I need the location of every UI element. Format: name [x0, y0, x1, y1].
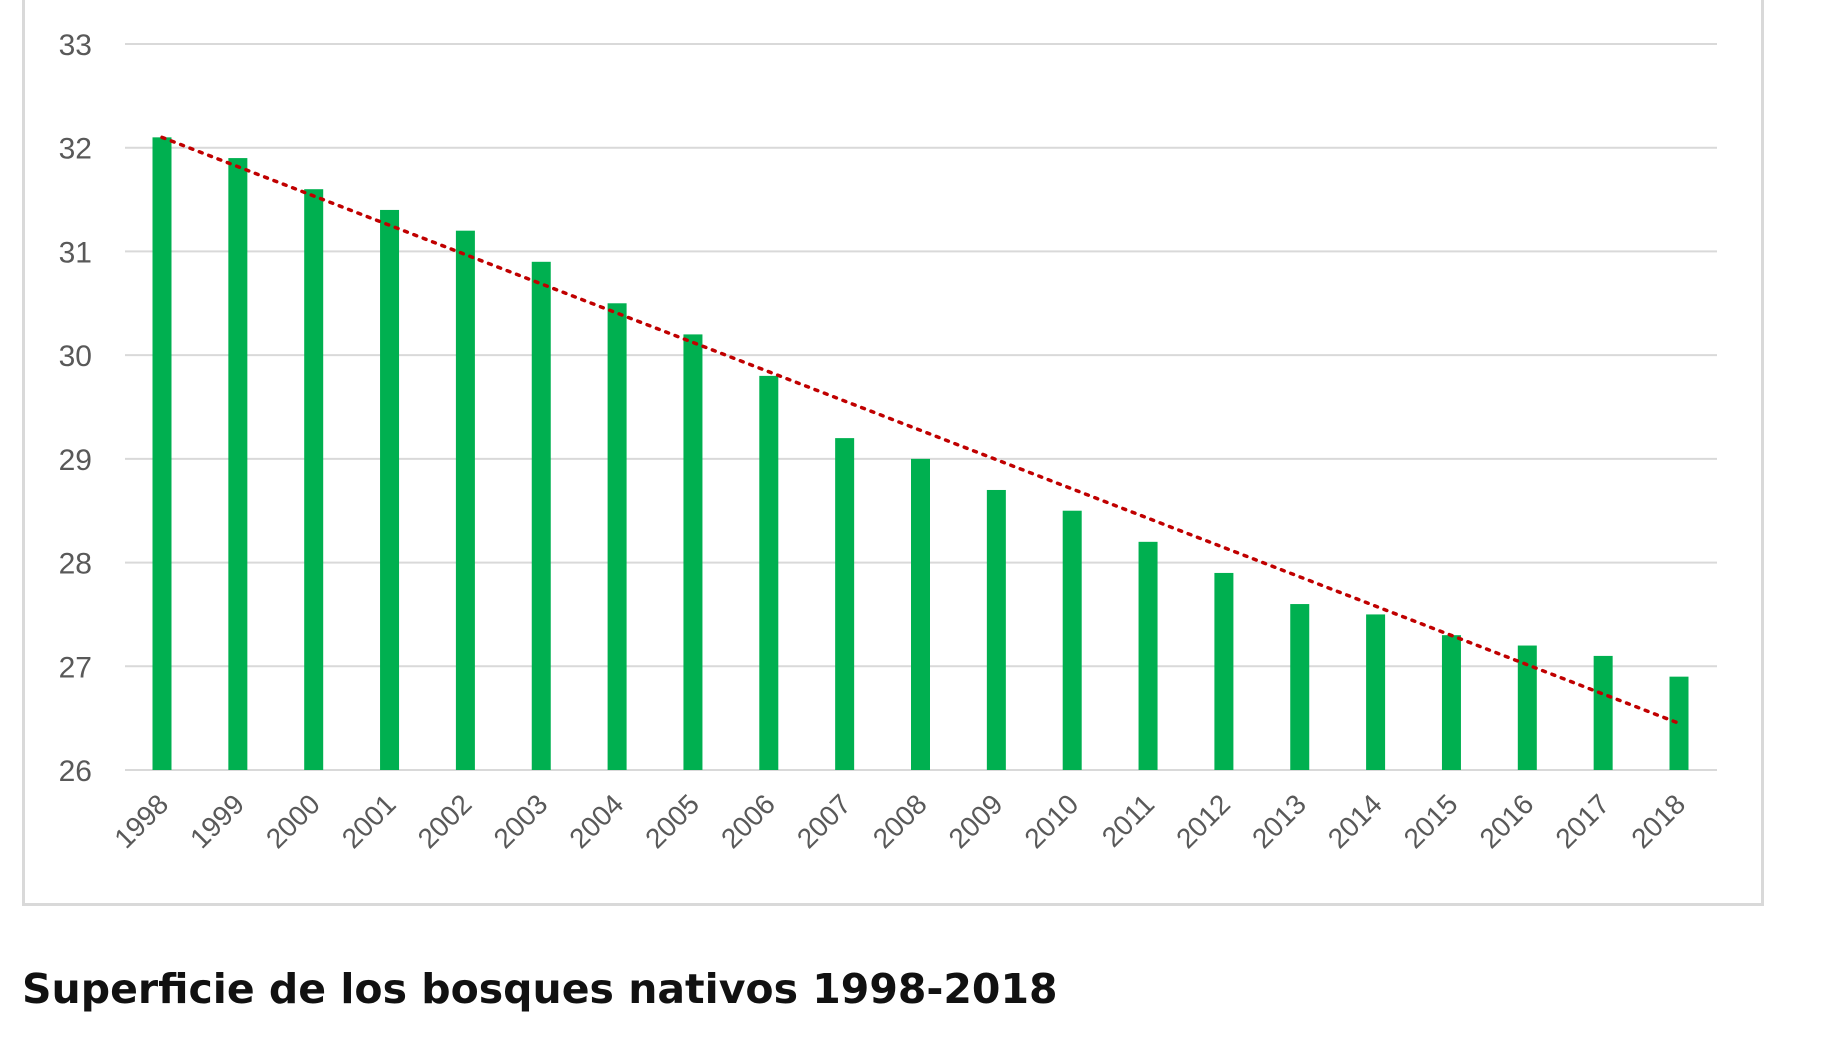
bar-2006 — [759, 375, 779, 770]
trendline — [160, 135, 1681, 726]
y-tick-label: 26 — [59, 755, 92, 788]
x-axis-ticks: 1998 1999 2000 2001 2002 2003 2004 2005 2006 2007… — [108, 788, 1691, 854]
y-tick-label: 31 — [59, 236, 92, 269]
y-tick-label: 33 — [59, 29, 92, 62]
bar-2004 — [607, 303, 627, 770]
y-tick-label: 27 — [59, 651, 92, 684]
bar-2008 — [911, 458, 930, 770]
x-tick-label: 2009 — [943, 788, 1009, 854]
x-tick-label: 2000 — [260, 788, 326, 854]
x-tick-label: 2014 — [1322, 788, 1388, 854]
bar-2013 — [1290, 604, 1310, 770]
x-tick-label: 2013 — [1246, 788, 1312, 854]
bar-2010 — [1062, 510, 1082, 770]
y-axis-ticks: 26 27 28 29 30 31 32 33 — [59, 29, 92, 788]
y-tick-label: 30 — [59, 340, 92, 373]
bar-2000 — [304, 189, 324, 770]
x-tick-label: 2002 — [412, 788, 478, 854]
bar-2016 — [1517, 645, 1537, 770]
bar-2009 — [986, 489, 1006, 770]
bar-2014 — [1366, 614, 1386, 770]
x-tick-label: 2015 — [1398, 788, 1464, 854]
bar-2012 — [1214, 572, 1234, 770]
bar-2018 — [1669, 676, 1689, 770]
x-tick-label: 2016 — [1474, 788, 1540, 854]
bar-2003 — [531, 261, 551, 770]
x-tick-label: 2011 — [1096, 788, 1161, 853]
bar-2011 — [1138, 541, 1158, 770]
bars — [152, 137, 1689, 771]
trendline-group — [160, 135, 1681, 726]
y-tick-label: 28 — [59, 548, 92, 581]
x-tick-label: 2003 — [488, 788, 554, 854]
figure-caption: Superficie de los bosques nativos 1998-2… — [22, 965, 1058, 1013]
bar-1999 — [228, 158, 248, 771]
bar-2001 — [380, 209, 400, 770]
bar-2007 — [835, 438, 855, 770]
x-tick-label: 1998 — [108, 788, 174, 854]
x-tick-label: 2017 — [1549, 788, 1615, 854]
bar-2017 — [1593, 655, 1613, 770]
x-tick-label: 2010 — [1018, 788, 1084, 854]
x-tick-label: 2008 — [867, 788, 933, 854]
bar-1998 — [152, 137, 172, 771]
x-tick-label: 2018 — [1625, 788, 1691, 854]
x-tick-label: 2004 — [563, 788, 629, 854]
bar-2005 — [683, 334, 703, 770]
bar-2002 — [455, 230, 475, 770]
x-tick-label: 2012 — [1170, 788, 1236, 854]
y-tick-label: 29 — [59, 444, 92, 477]
y-tick-label: 32 — [59, 133, 92, 166]
x-tick-label: 2005 — [639, 788, 705, 854]
x-tick-label: 2006 — [715, 788, 781, 854]
bar-2015 — [1441, 635, 1461, 770]
x-tick-label: 2001 — [336, 788, 402, 854]
x-tick-label: 1999 — [184, 788, 250, 854]
x-tick-label: 2007 — [791, 788, 857, 854]
